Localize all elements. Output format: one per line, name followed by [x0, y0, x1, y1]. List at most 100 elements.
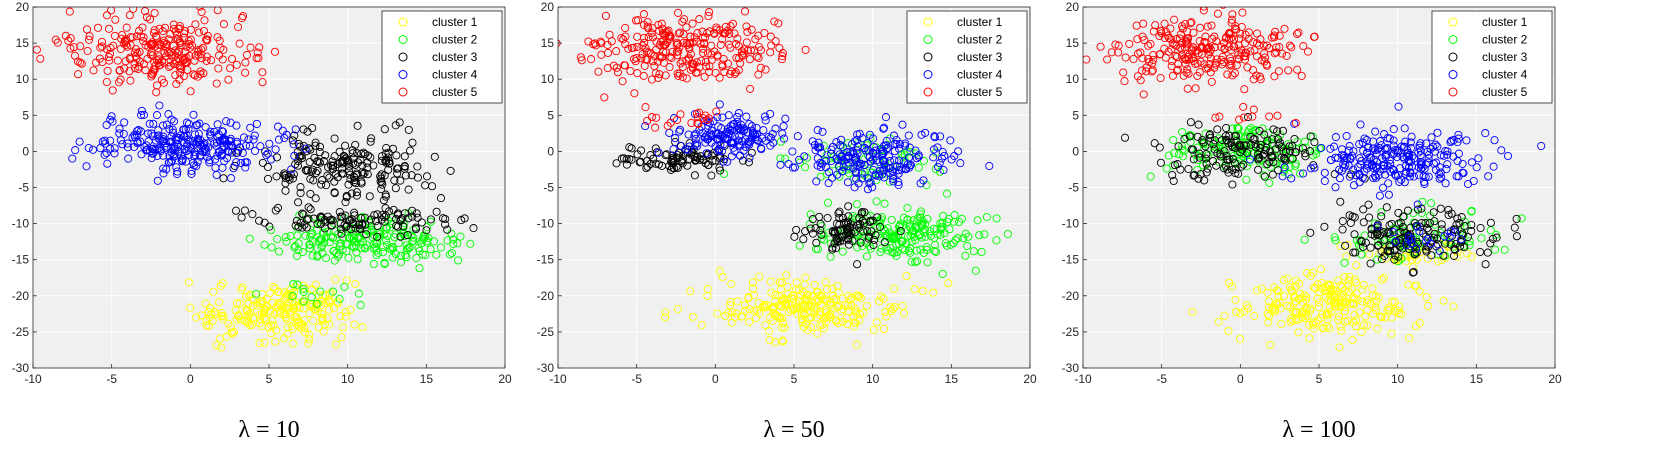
point-cluster-1: [240, 316, 249, 326]
point-cluster-1: [197, 311, 206, 320]
point-cluster-3: [1230, 132, 1239, 141]
point-cluster-2: [330, 256, 339, 265]
point-cluster-4: [232, 139, 242, 148]
point-cluster-1: [226, 322, 235, 332]
point-cluster-1: [1287, 287, 1296, 296]
point-cluster-3: [300, 220, 309, 229]
point-cluster-4: [1394, 102, 1403, 111]
point-cluster-1: [1349, 299, 1358, 308]
point-cluster-3: [311, 194, 320, 203]
point-cluster-1: [1341, 297, 1350, 306]
point-cluster-3: [265, 222, 274, 231]
point-cluster-2: [378, 248, 388, 257]
point-cluster-4: [888, 167, 897, 176]
point-cluster-5: [746, 84, 755, 93]
point-cluster-1: [726, 297, 735, 307]
point-cluster-3: [625, 143, 634, 152]
point-cluster-5: [673, 69, 682, 78]
point-cluster-4: [194, 129, 203, 138]
point-cluster-5: [754, 53, 763, 63]
point-cluster-4: [1383, 161, 1392, 170]
point-cluster-5: [175, 21, 185, 31]
scatter-panel-3: -10 -5 0 5 10 15 20-30-25-20-15-10-505101520cl…: [1062, 0, 1562, 443]
point-cluster-3: [1266, 147, 1275, 156]
point-cluster-3: [715, 163, 724, 172]
point-cluster-4: [827, 156, 836, 166]
point-cluster-4: [287, 165, 296, 174]
point-cluster-5: [1204, 50, 1213, 59]
point-cluster-5: [76, 58, 85, 67]
point-cluster-1: [271, 284, 280, 293]
point-cluster-1: [1283, 274, 1292, 283]
point-cluster-2: [1217, 137, 1226, 146]
point-cluster-1: [202, 316, 211, 326]
point-cluster-5: [147, 72, 156, 81]
point-cluster-3: [711, 156, 720, 165]
y-tick-label: -15: [537, 253, 555, 267]
point-cluster-3: [1230, 159, 1240, 168]
point-cluster-3: [406, 146, 415, 155]
point-cluster-3: [1268, 135, 1277, 144]
point-cluster-1: [697, 320, 706, 330]
point-cluster-4: [692, 139, 702, 148]
point-cluster-4: [1402, 240, 1411, 250]
point-cluster-3: [612, 159, 621, 168]
point-cluster-1: [771, 338, 780, 347]
legend-label: cluster 2: [1482, 33, 1528, 47]
point-cluster-2: [391, 249, 400, 258]
point-cluster-1: [1295, 289, 1305, 298]
point-cluster-5: [695, 15, 704, 24]
point-cluster-2: [383, 231, 392, 240]
y-tick-label: 5: [547, 108, 554, 122]
point-cluster-5: [102, 77, 111, 87]
point-cluster-3: [1185, 132, 1194, 141]
point-cluster-1: [279, 311, 288, 320]
x-tick-label: 10: [341, 372, 355, 386]
y-tick-label: 20: [16, 0, 30, 14]
point-cluster-5: [1210, 32, 1219, 41]
point-cluster-2: [369, 259, 378, 269]
point-cluster-4: [816, 143, 825, 152]
point-cluster-4: [1355, 169, 1364, 178]
point-cluster-4: [250, 146, 260, 156]
point-cluster-4: [1433, 128, 1442, 137]
point-cluster-2: [852, 200, 861, 209]
point-cluster-1: [862, 301, 871, 310]
point-cluster-5: [638, 49, 647, 59]
point-cluster-1: [849, 322, 858, 331]
point-cluster-2: [971, 266, 980, 275]
point-cluster-3: [389, 205, 398, 214]
point-cluster-4: [724, 129, 733, 138]
point-cluster-3: [1201, 154, 1210, 163]
point-cluster-3: [869, 240, 878, 250]
point-cluster-1: [844, 291, 853, 300]
point-cluster-3: [866, 216, 875, 225]
point-cluster-1: [292, 315, 301, 324]
point-cluster-1: [1379, 273, 1388, 283]
point-cluster-1: [1385, 303, 1394, 312]
point-cluster-1: [329, 304, 339, 313]
point-cluster-1: [816, 308, 825, 317]
point-cluster-3: [357, 177, 366, 186]
y-tick-label: -5: [543, 181, 554, 195]
point-cluster-5: [1228, 71, 1237, 80]
point-cluster-4: [835, 150, 844, 159]
point-cluster-3: [1227, 138, 1236, 148]
point-cluster-1: [804, 302, 813, 311]
point-cluster-3: [836, 226, 845, 235]
point-cluster-3: [417, 218, 426, 227]
point-cluster-2: [267, 243, 276, 252]
point-cluster-2: [273, 234, 282, 244]
point-cluster-4: [291, 125, 300, 134]
legend-marker: [1448, 87, 1458, 97]
point-cluster-3: [338, 159, 347, 168]
point-cluster-2: [396, 258, 406, 267]
point-cluster-5: [631, 16, 641, 25]
point-cluster-4: [191, 150, 200, 159]
point-cluster-3: [313, 219, 322, 228]
point-cluster-5: [712, 107, 721, 116]
point-cluster-5: [629, 54, 639, 64]
point-cluster-4: [110, 149, 119, 158]
point-cluster-5: [140, 7, 150, 16]
point-cluster-3: [828, 245, 837, 254]
